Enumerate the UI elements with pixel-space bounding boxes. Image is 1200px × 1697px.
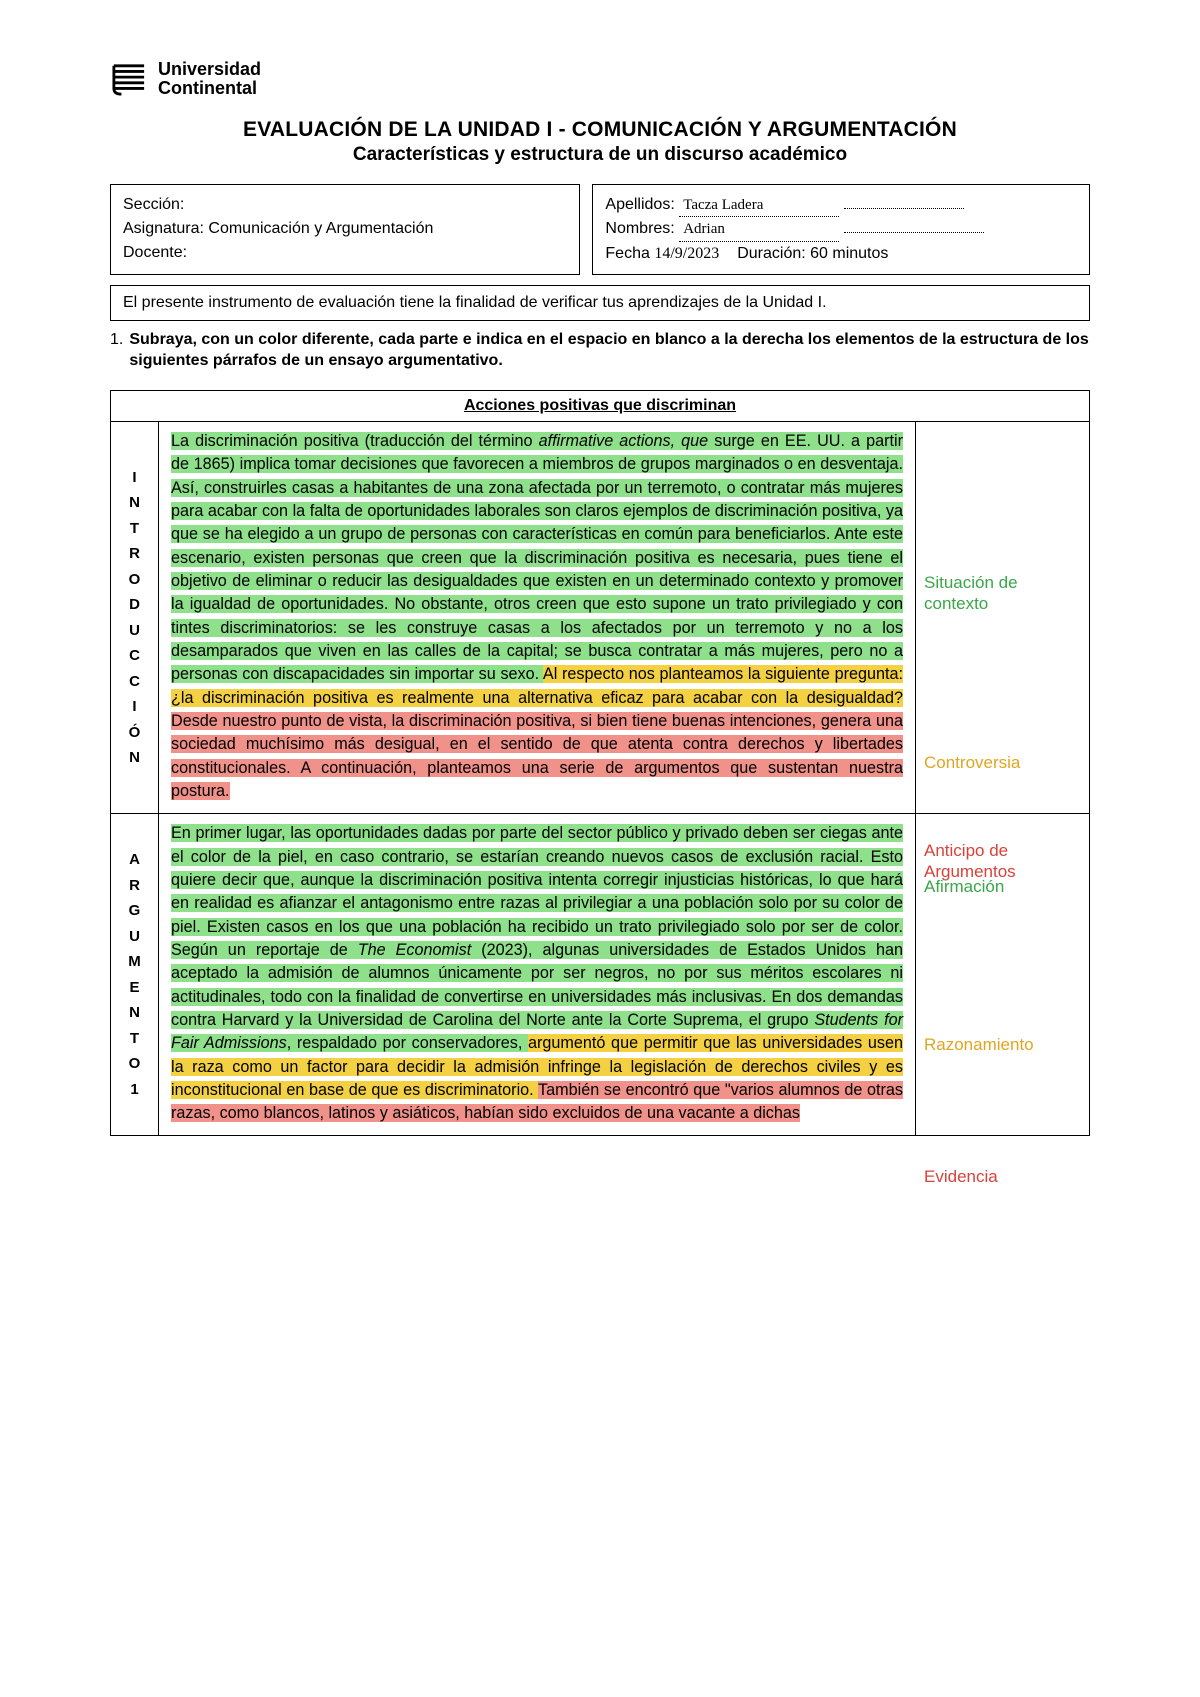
highlight-span: surge en EE. UU. a partir de 1865) impli… <box>171 432 903 683</box>
apellidos-value: Tacza Ladera <box>679 194 839 218</box>
fecha-line: Fecha 14/9/2023 Duración: 60 minutos <box>605 242 1077 266</box>
highlight-span: La discriminación positiva (traducción d… <box>171 432 539 450</box>
info-row: Sección: Asignatura: Comunicación y Argu… <box>110 184 1090 275</box>
intro-side-label: INTRODUCCIÓN <box>111 421 159 813</box>
logo-line2: Continental <box>158 79 261 98</box>
nombres-line: Nombres: Adrian <box>605 217 1077 242</box>
annotation-label: Evidencia <box>924 1166 1085 1187</box>
arg-annotations: AfirmaciónRazonamientoEvidencia <box>916 814 1090 1136</box>
annotation-label: Razonamiento <box>924 1034 1085 1055</box>
nombres-label: Nombres: <box>605 220 674 237</box>
instruction: 1. Subraya, con un color diferente, cada… <box>110 329 1090 372</box>
essay-table: Acciones positivas que discriminan INTRO… <box>110 390 1090 1137</box>
info-left-box: Sección: Asignatura: Comunicación y Argu… <box>110 184 580 275</box>
highlight-span: Desde nuestro punto de vista, la discrim… <box>171 712 903 800</box>
annotation-label: Situación de contexto <box>924 572 1085 615</box>
arg-paragraph: En primer lugar, las oportunidades dadas… <box>159 814 916 1136</box>
instruction-body: Subraya, con un color diferente, cada pa… <box>129 329 1090 372</box>
main-title: EVALUACIÓN DE LA UNIDAD I - COMUNICACIÓN… <box>110 118 1090 142</box>
logo-area: Universidad Continental <box>110 60 1090 98</box>
intro-paragraph: La discriminación positiva (traducción d… <box>159 421 916 813</box>
duracion-label: Duración: 60 minutos <box>737 242 888 266</box>
arg-side-label: ARGUMENTO1 <box>111 814 159 1136</box>
instruction-num: 1. <box>110 329 123 372</box>
highlight-span: affirmative actions, que <box>539 432 715 450</box>
apellidos-blank <box>844 208 964 209</box>
fecha-label: Fecha <box>605 245 649 262</box>
apellidos-label: Apellidos: <box>605 196 674 213</box>
nombres-value: Adrian <box>679 218 839 242</box>
highlight-span: The Economist <box>358 941 481 959</box>
intro-row: INTRODUCCIÓN La discriminación positiva … <box>111 421 1090 813</box>
logo-icon <box>110 62 148 96</box>
seccion-line: Sección: <box>123 193 567 217</box>
logo-text: Universidad Continental <box>158 60 261 98</box>
purpose-box: El presente instrumento de evaluación ti… <box>110 285 1090 321</box>
highlight-span: , respaldado por conservadores, <box>287 1034 528 1052</box>
essay-header: Acciones positivas que discriminan <box>111 390 1090 421</box>
asignatura-line: Asignatura: Comunicación y Argumentación <box>123 217 567 241</box>
annotation-label: Controversia <box>924 752 1085 773</box>
logo-line1: Universidad <box>158 60 261 79</box>
arg-row: ARGUMENTO1 En primer lugar, las oportuni… <box>111 814 1090 1136</box>
highlight-span: En primer lugar, las oportunidades dadas… <box>171 824 903 959</box>
sub-title: Características y estructura de un discu… <box>110 144 1090 166</box>
apellidos-line: Apellidos: Tacza Ladera <box>605 193 1077 218</box>
nombres-blank <box>844 232 984 233</box>
docente-line: Docente: <box>123 241 567 265</box>
info-right-box: Apellidos: Tacza Ladera Nombres: Adrian … <box>592 184 1090 275</box>
fecha-value: 14/9/2023 <box>654 245 719 262</box>
title-block: EVALUACIÓN DE LA UNIDAD I - COMUNICACIÓN… <box>110 118 1090 166</box>
annotation-label: Afirmación <box>924 876 1085 897</box>
intro-annotations: Situación de contextoControversiaAnticip… <box>916 421 1090 813</box>
